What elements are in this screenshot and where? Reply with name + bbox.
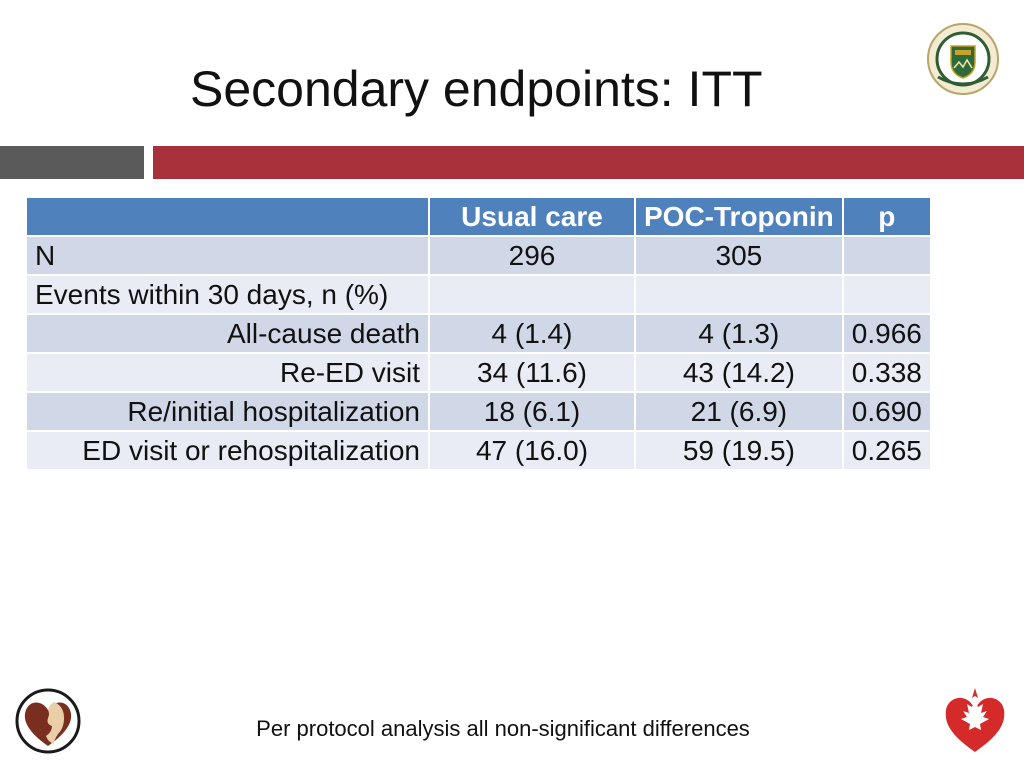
usual-care-value (430, 276, 634, 313)
header-poc-troponin: POC-Troponin (636, 198, 842, 235)
accent-bar-gray (0, 146, 144, 179)
row-label: All-cause death (27, 315, 428, 352)
row-label: Events within 30 days, n (%) (27, 276, 428, 313)
poc-troponin-value: 59 (19.5) (636, 432, 842, 469)
p-value (843, 237, 930, 274)
poc-troponin-value: 21 (6.9) (636, 393, 842, 430)
usual-care-value: 34 (11.6) (430, 354, 634, 391)
table-row: All-cause death 4 (1.4) 4 (1.3) 0.966 (27, 315, 930, 352)
row-label: ED visit or rehospitalization (27, 432, 428, 469)
table-row: ED visit or rehospitalization 47 (16.0) … (27, 432, 930, 469)
accent-bar-red (153, 146, 1024, 179)
p-value: 0.966 (843, 315, 930, 352)
p-value: 0.265 (843, 432, 930, 469)
p-value (843, 276, 930, 313)
usual-care-value: 18 (6.1) (430, 393, 634, 430)
maple-leaf-heart-logo-icon (945, 688, 1005, 752)
poc-troponin-value (636, 276, 842, 313)
slide-title: Secondary endpoints: ITT (190, 61, 763, 117)
table-row: Re/initial hospitalization 18 (6.1) 21 (… (27, 393, 930, 430)
poc-troponin-value: 4 (1.3) (636, 315, 842, 352)
usual-care-value: 47 (16.0) (430, 432, 634, 469)
university-of-alberta-crest-icon (927, 23, 999, 95)
row-label: N (27, 237, 428, 274)
row-label: Re/initial hospitalization (27, 393, 428, 430)
p-value: 0.690 (843, 393, 930, 430)
header-p: p (843, 198, 930, 235)
table-row: N 296 305 (27, 237, 930, 274)
footnote: Per protocol analysis all non-significan… (256, 716, 750, 741)
usual-care-value: 296 (430, 237, 634, 274)
header-label (27, 198, 428, 235)
endpoints-table: Usual care POC-Troponin p N 296 305 Even… (25, 196, 932, 471)
poc-troponin-value: 43 (14.2) (636, 354, 842, 391)
row-label: Re-ED visit (27, 354, 428, 391)
poc-troponin-value: 305 (636, 237, 842, 274)
p-value: 0.338 (843, 354, 930, 391)
table-row: Events within 30 days, n (%) (27, 276, 930, 313)
usual-care-value: 4 (1.4) (430, 315, 634, 352)
table-row: Re-ED visit 34 (11.6) 43 (14.2) 0.338 (27, 354, 930, 391)
header-usual-care: Usual care (430, 198, 634, 235)
heart-profile-logo-icon (15, 688, 81, 754)
table-header-row: Usual care POC-Troponin p (27, 198, 930, 235)
